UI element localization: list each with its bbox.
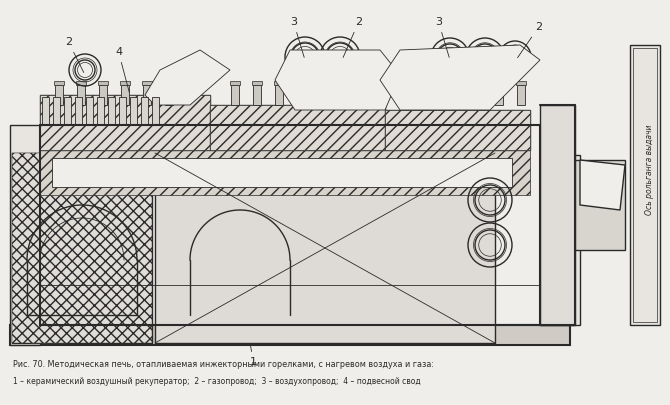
Bar xyxy=(406,81,416,85)
Bar xyxy=(30,293,65,343)
Text: 3: 3 xyxy=(435,17,449,58)
Bar xyxy=(40,95,210,150)
Bar xyxy=(119,97,126,125)
Bar xyxy=(165,85,173,105)
Bar xyxy=(99,85,107,105)
Bar xyxy=(407,85,415,105)
Text: 3: 3 xyxy=(290,17,304,58)
Bar xyxy=(450,81,460,85)
Bar xyxy=(55,85,63,105)
Bar xyxy=(40,150,530,195)
Bar xyxy=(155,153,495,343)
Text: 2: 2 xyxy=(517,22,542,58)
Bar xyxy=(230,81,240,85)
Bar xyxy=(540,105,575,325)
Bar xyxy=(494,81,504,85)
Polygon shape xyxy=(580,160,625,210)
Bar xyxy=(472,81,482,85)
Bar xyxy=(121,85,129,105)
Bar xyxy=(297,85,305,105)
Text: 1: 1 xyxy=(250,346,257,367)
Bar xyxy=(296,81,306,85)
Bar xyxy=(40,95,210,150)
Polygon shape xyxy=(380,45,540,110)
Bar xyxy=(130,97,137,125)
Bar xyxy=(363,85,371,105)
Bar xyxy=(274,81,284,85)
Bar xyxy=(141,97,148,125)
Bar xyxy=(428,81,438,85)
Bar xyxy=(385,110,530,150)
Bar xyxy=(210,105,385,150)
Bar xyxy=(10,325,570,345)
Text: 1 – керамический воздушный рекуператор;  2 – газопровод;  3 – воздухопровод;  4 : 1 – керамический воздушный рекуператор; … xyxy=(13,377,421,386)
Bar xyxy=(633,48,657,322)
Bar xyxy=(152,97,159,125)
Bar xyxy=(64,97,71,125)
Text: 2: 2 xyxy=(65,37,84,72)
Bar xyxy=(385,110,530,150)
Bar xyxy=(275,85,283,105)
Bar xyxy=(10,125,40,345)
Bar xyxy=(473,85,481,105)
Bar xyxy=(12,153,152,343)
Bar xyxy=(341,85,349,105)
Bar xyxy=(318,81,328,85)
Bar xyxy=(76,81,86,85)
Bar xyxy=(210,105,385,150)
Polygon shape xyxy=(145,50,230,105)
Bar xyxy=(231,85,239,105)
Polygon shape xyxy=(275,50,400,110)
Bar xyxy=(86,97,93,125)
Bar xyxy=(429,85,437,105)
Bar xyxy=(253,85,261,105)
Bar xyxy=(362,81,372,85)
Text: Рис. 70. Методическая печь, отапливаемая инжекторными горелками, с нагревом возд: Рис. 70. Методическая печь, отапливаемая… xyxy=(13,360,434,369)
Bar xyxy=(142,81,152,85)
Bar xyxy=(319,85,327,105)
Bar xyxy=(340,81,350,85)
Bar xyxy=(12,153,152,343)
Bar xyxy=(97,97,104,125)
Text: 2: 2 xyxy=(343,17,362,58)
Bar xyxy=(164,81,174,85)
Bar xyxy=(575,160,625,250)
Bar xyxy=(54,81,64,85)
Text: Ось рольганга выдачи: Ось рольганга выдачи xyxy=(645,125,655,215)
Bar xyxy=(75,97,82,125)
Bar xyxy=(52,158,512,187)
Bar xyxy=(451,85,459,105)
Bar xyxy=(517,85,525,105)
Bar xyxy=(108,97,115,125)
Bar xyxy=(143,85,151,105)
Bar xyxy=(42,97,49,125)
Bar xyxy=(98,81,108,85)
Bar xyxy=(53,97,60,125)
Text: 4: 4 xyxy=(115,47,129,92)
Bar xyxy=(252,81,262,85)
Bar xyxy=(495,85,503,105)
Bar xyxy=(540,155,580,325)
Bar xyxy=(77,85,85,105)
Bar xyxy=(630,45,660,325)
Bar xyxy=(120,81,130,85)
Bar xyxy=(516,81,526,85)
